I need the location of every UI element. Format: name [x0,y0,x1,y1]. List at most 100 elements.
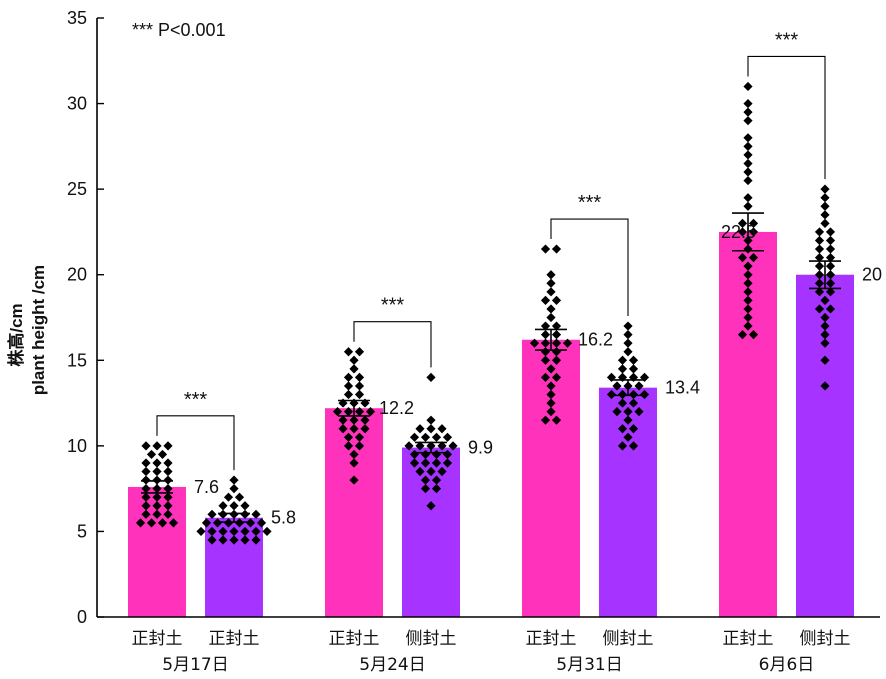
data-point [251,509,261,519]
data-point [349,458,359,468]
data-point [743,150,753,160]
data-point [196,526,206,537]
data-point [229,475,239,485]
data-point [546,389,556,400]
data-point [617,355,628,365]
data-point [551,415,562,425]
data-point [737,330,748,340]
data-point [431,475,442,485]
data-point [743,116,753,126]
category-label: 正封土 [329,629,380,649]
data-point [349,449,359,460]
data-point [157,518,168,528]
data-point [343,441,354,451]
data-point [349,415,359,425]
data-point [820,321,830,331]
category-label: 正封土 [526,629,577,649]
y-tick-label: 15 [67,350,87,370]
data-point [743,287,753,297]
data-point [415,466,425,477]
data-point [141,492,151,502]
data-point [551,355,562,365]
data-point [420,432,431,442]
data-point [426,501,436,511]
data-point [634,407,644,417]
data-point [163,466,173,477]
data-point [218,509,228,519]
data-point [229,501,239,511]
y-tick-label: 10 [67,436,87,456]
data-point [168,518,179,528]
data-point [349,364,359,374]
data-point [152,458,162,468]
group-date-label: 5月24日 [359,655,425,675]
data-point [245,518,256,528]
data-point [546,398,556,408]
data-point [141,484,151,494]
data-point [349,475,359,485]
data-point [743,167,753,177]
significance-label: *** [578,192,602,214]
data-point [743,278,753,288]
data-point [639,389,650,400]
data-point [820,201,830,211]
data-point [349,355,359,365]
data-point [332,407,343,417]
data-point [551,330,562,340]
data-point [820,193,830,203]
data-point [404,441,414,451]
significance-legend: *** P<0.001 [132,20,226,40]
data-point [628,355,639,365]
data-point [431,432,442,442]
data-point [415,441,425,451]
data-point [431,484,442,494]
data-point [420,484,431,494]
value-label: 20 [862,265,882,285]
data-point [141,466,151,477]
data-point [360,424,370,434]
value-label: 22.5 [721,222,756,242]
y-tick-label: 25 [67,179,87,199]
data-point [820,312,830,323]
data-point [628,424,639,434]
data-point [146,518,157,528]
data-point [628,389,639,400]
data-point [163,475,173,485]
data-point [251,535,261,545]
data-point [157,449,168,460]
data-point [152,475,162,485]
data-point [240,509,250,519]
data-point [623,407,633,417]
category-label: 侧封土 [406,629,457,649]
data-point [415,424,425,434]
data-point [743,175,753,186]
data-point [617,398,628,408]
data-point [820,330,830,340]
data-point [617,441,628,451]
data-point [163,492,173,502]
data-point [141,509,151,519]
y-axis-label-cn: 株高/cm [6,303,26,366]
data-point [240,526,250,537]
value-label: 12.2 [379,398,414,418]
data-point [737,253,748,263]
category-label: 侧封土 [800,629,851,649]
data-point [546,312,556,323]
group-date-label: 6月6日 [759,655,815,675]
y-axis-label-en: plant height /cm [29,265,48,395]
data-point [343,347,354,357]
data-point [354,407,365,417]
data-point [540,338,551,348]
data-point [814,235,825,246]
data-point [743,270,753,280]
data-point [163,501,173,511]
group-date-label: 5月17日 [162,655,228,675]
data-point [426,424,436,434]
data-point [529,338,540,348]
significance-bracket [156,415,235,471]
value-label: 7.6 [194,477,219,497]
category-label: 侧封土 [603,629,654,649]
data-point [551,321,562,331]
data-point [229,526,239,537]
data-point [748,253,759,263]
